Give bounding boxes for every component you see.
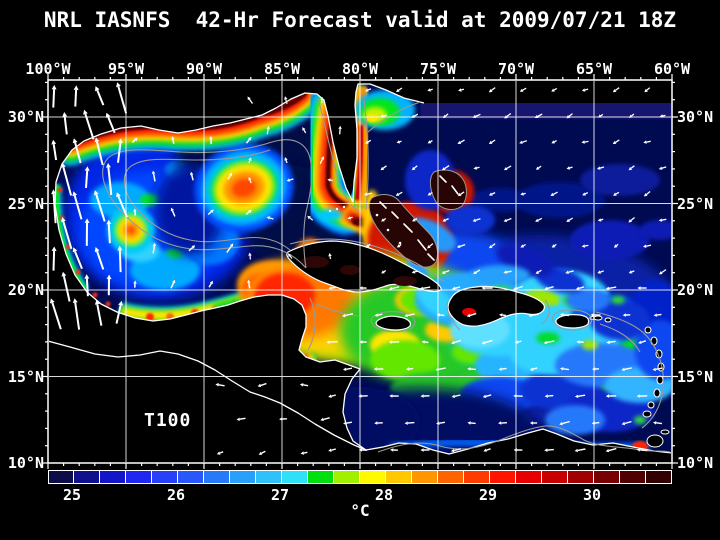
lon-tick-label: 75°W bbox=[419, 60, 457, 78]
colorbar-tick-label: 25 bbox=[62, 486, 82, 504]
colorbar-cell bbox=[74, 470, 100, 484]
lat-tick-label-right: 10°N bbox=[677, 454, 714, 472]
lat-tick-label-left: 10°N bbox=[7, 454, 44, 472]
colorbar-cell bbox=[646, 470, 672, 484]
lat-tick-label-right: 25°N bbox=[677, 194, 714, 213]
lon-tick-label: 90°W bbox=[185, 60, 223, 78]
colorbar-cell bbox=[620, 470, 646, 484]
colorbar-tick-label: 26 bbox=[166, 486, 186, 504]
lat-tick-label-right: 20°N bbox=[677, 281, 714, 299]
colorbar-cell bbox=[594, 470, 620, 484]
lat-tick-label-left: 30°N bbox=[7, 108, 44, 126]
axis-ticks bbox=[42, 74, 678, 469]
colorbar-cell bbox=[334, 470, 360, 484]
lon-tick-label: 60°W bbox=[653, 60, 691, 78]
colorbar-cell bbox=[464, 470, 490, 484]
colorbar-cell bbox=[490, 470, 516, 484]
lat-tick-label-left: 25°N bbox=[7, 194, 44, 213]
graticule bbox=[49, 81, 671, 462]
lon-tick-label: 65°W bbox=[575, 60, 613, 78]
colorbar-cell bbox=[308, 470, 334, 484]
lon-tick-label: 95°W bbox=[107, 60, 145, 78]
no-data-band bbox=[415, 81, 671, 103]
colorbar-cell bbox=[152, 470, 178, 484]
coastline bbox=[49, 83, 671, 455]
lon-tick-label: 100°W bbox=[25, 60, 71, 78]
colorbar-tick-label: 27 bbox=[270, 486, 290, 504]
colorbar-cell bbox=[256, 470, 282, 484]
island-puerto-rico bbox=[555, 314, 590, 329]
lon-tick-label: 85°W bbox=[263, 60, 301, 78]
colorbar-cell bbox=[516, 470, 542, 484]
colorbar-cell bbox=[126, 470, 152, 484]
colorbar-unit-label: °C bbox=[350, 501, 370, 520]
colorbar-cell bbox=[178, 470, 204, 484]
lat-tick-label-left: 15°N bbox=[7, 367, 44, 386]
depth-level-label: T100 bbox=[144, 410, 192, 431]
colorbar-cell bbox=[48, 470, 74, 484]
wind-vector-layer bbox=[49, 82, 667, 455]
figure-title: NRL IASNFS 42-Hr Forecast valid at 2009/… bbox=[43, 8, 677, 32]
colorbar-cell bbox=[360, 470, 386, 484]
temperature-colorbar bbox=[48, 470, 672, 484]
colorbar-tick-label: 28 bbox=[374, 486, 394, 504]
colorbar-cell bbox=[282, 470, 308, 484]
pacific-coastline bbox=[49, 340, 367, 451]
lon-tick-label: 70°W bbox=[497, 60, 535, 78]
lat-tick-label-right: 15°N bbox=[677, 367, 714, 386]
colorbar-cell bbox=[204, 470, 230, 484]
colorbar-cell bbox=[438, 470, 464, 484]
island-jamaica bbox=[375, 315, 412, 331]
colorbar-cell bbox=[100, 470, 126, 484]
colorbar-cell bbox=[412, 470, 438, 484]
bahama-banks bbox=[368, 169, 467, 268]
colorbar-tick-label: 30 bbox=[582, 486, 602, 504]
island-hispaniola bbox=[447, 285, 545, 327]
florida-keys bbox=[328, 205, 346, 213]
lat-tick-label-left: 20°N bbox=[7, 281, 44, 299]
lon-tick-label: 80°W bbox=[341, 60, 379, 78]
colorbar-cell bbox=[386, 470, 412, 484]
colorbar-cell bbox=[542, 470, 568, 484]
colorbar-cell bbox=[230, 470, 256, 484]
colorbar-cell bbox=[568, 470, 594, 484]
lesser-antilles bbox=[589, 315, 670, 448]
colorbar-tick-label: 29 bbox=[478, 486, 498, 504]
lat-tick-label-right: 30°N bbox=[677, 108, 714, 126]
